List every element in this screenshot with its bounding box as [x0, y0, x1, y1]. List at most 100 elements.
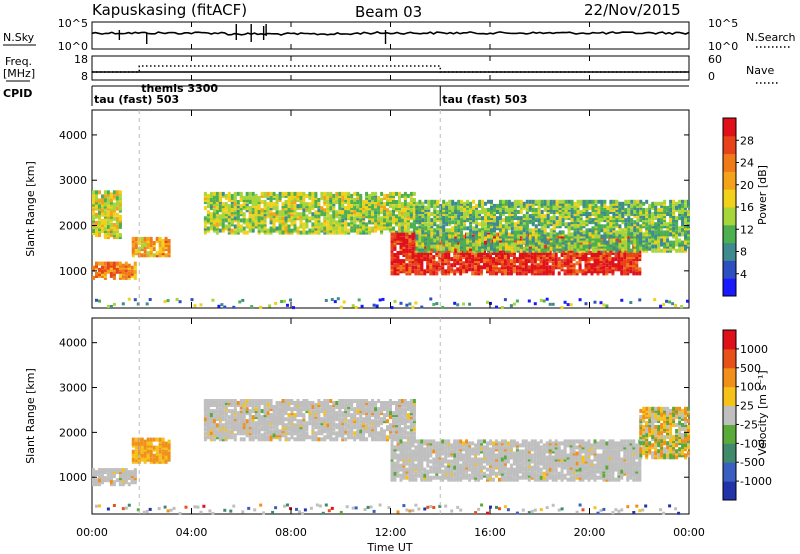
- heatmap-cell: [441, 255, 445, 260]
- heatmap-cell: [481, 236, 484, 241]
- heatmap-cell: [534, 207, 538, 212]
- heatmap-cell: [233, 417, 237, 422]
- heatmap-cell: [435, 251, 439, 255]
- heatmap-cell: [436, 203, 440, 208]
- heatmap-cell: [275, 218, 279, 223]
- heatmap-cell: [409, 222, 413, 227]
- heatmap-cell: [399, 238, 403, 243]
- heatmap-cell: [507, 210, 511, 214]
- heatmap-cell: [254, 202, 258, 207]
- heatmap-cell: [654, 248, 658, 253]
- heatmap-cell: [451, 242, 455, 247]
- heatmap-cell: [548, 265, 552, 270]
- heatmap-cell: [444, 271, 448, 276]
- heatmap-cell: [495, 271, 498, 276]
- heatmap-cell: [311, 202, 315, 207]
- heatmap-cell: [424, 224, 428, 229]
- heatmap-cell: [378, 503, 382, 507]
- heatmap-cell: [468, 251, 472, 255]
- heatmap-cell: [609, 216, 613, 221]
- heatmap-cell: [436, 240, 440, 245]
- heatmap-cell: [548, 271, 552, 276]
- heatmap-cell: [564, 240, 568, 245]
- heatmap-cell: [516, 220, 520, 225]
- heatmap-cell: [215, 413, 219, 418]
- heatmap-cell: [232, 305, 236, 309]
- heatmap-cell: [546, 246, 550, 251]
- heatmap-cell: [221, 214, 225, 219]
- heatmap-cell: [499, 242, 502, 247]
- heatmap-cell: [115, 227, 119, 231]
- heatmap-cell: [92, 210, 95, 215]
- heatmap-cell: [133, 269, 137, 274]
- heatmap-cell: [552, 226, 556, 231]
- heatmap-cell: [118, 196, 122, 201]
- heatmap-cell: [206, 399, 210, 403]
- heatmap-cell: [599, 301, 603, 305]
- heatmap-cell: [459, 265, 463, 270]
- heatmap-cell: [332, 224, 336, 229]
- heatmap-cell: [239, 407, 243, 412]
- heatmap-cell: [143, 236, 147, 241]
- heatmap-cell: [362, 200, 366, 204]
- heatmap-cell: [427, 234, 431, 239]
- heatmap-cell: [636, 222, 640, 227]
- heatmap-cell: [645, 226, 649, 231]
- heatmap-cell: [287, 214, 291, 219]
- heatmap-cell: [251, 228, 255, 233]
- heatmap-cell: [281, 216, 285, 221]
- heatmap-cell: [582, 224, 586, 229]
- heatmap-cell: [469, 220, 473, 225]
- heatmap-cell: [363, 508, 367, 511]
- heatmap-cell: [145, 509, 149, 513]
- heatmap-cell: [103, 194, 107, 199]
- heatmap-cell: [463, 220, 467, 225]
- heatmap-cell: [660, 203, 664, 208]
- heatmap-cell: [536, 265, 540, 270]
- heatmap-cell: [405, 255, 409, 260]
- heatmap-cell: [624, 210, 628, 214]
- heatmap-cell: [654, 234, 658, 239]
- heatmap-cell: [143, 443, 147, 448]
- heatmap-cell: [445, 201, 449, 206]
- heatmap-cell: [417, 255, 421, 260]
- heatmap-cell: [118, 190, 122, 195]
- heatmap-cell: [582, 240, 586, 245]
- heatmap-cell: [155, 437, 159, 442]
- heatmap-cell: [344, 230, 348, 235]
- heatmap-cell: [329, 228, 333, 233]
- heatmap-cell: [300, 512, 304, 516]
- heatmap-cell: [221, 218, 225, 223]
- heatmap-cell: [611, 511, 615, 515]
- heatmap-cell: [558, 203, 562, 208]
- heatmap-cell: [567, 199, 571, 204]
- heatmap-cell: [567, 212, 571, 216]
- heatmap-cell: [269, 212, 273, 217]
- heatmap-cell: [441, 305, 445, 309]
- heatmap-cell: [567, 214, 571, 219]
- heatmap-cell: [254, 399, 258, 403]
- heatmap-cell: [579, 246, 583, 251]
- heatmap-cell: [630, 248, 634, 253]
- heatmap-cell: [477, 255, 481, 260]
- heatmap-cell: [215, 214, 219, 219]
- heatmap-cell: [356, 200, 360, 204]
- heatmap-cell: [615, 234, 619, 239]
- heatmap-cell: [402, 236, 406, 241]
- heatmap-cell: [406, 218, 410, 223]
- heatmap-cell: [262, 511, 266, 515]
- heatmap-cell: [386, 218, 389, 223]
- heatmap-cell: [457, 224, 461, 229]
- heatmap-cell: [675, 234, 679, 239]
- heatmap-cell: [209, 399, 213, 403]
- heatmap-cell: [575, 255, 579, 260]
- heatmap-cell: [669, 203, 673, 208]
- heatmap-cell: [233, 198, 237, 202]
- heatmap-cell: [636, 234, 640, 239]
- heatmap-cell: [588, 205, 592, 210]
- y-tick-label: 2000: [59, 220, 87, 233]
- heatmap-cell: [657, 214, 661, 219]
- heatmap-cell: [503, 259, 507, 264]
- heatmap-cell: [115, 206, 119, 211]
- heatmap-cell: [335, 210, 339, 215]
